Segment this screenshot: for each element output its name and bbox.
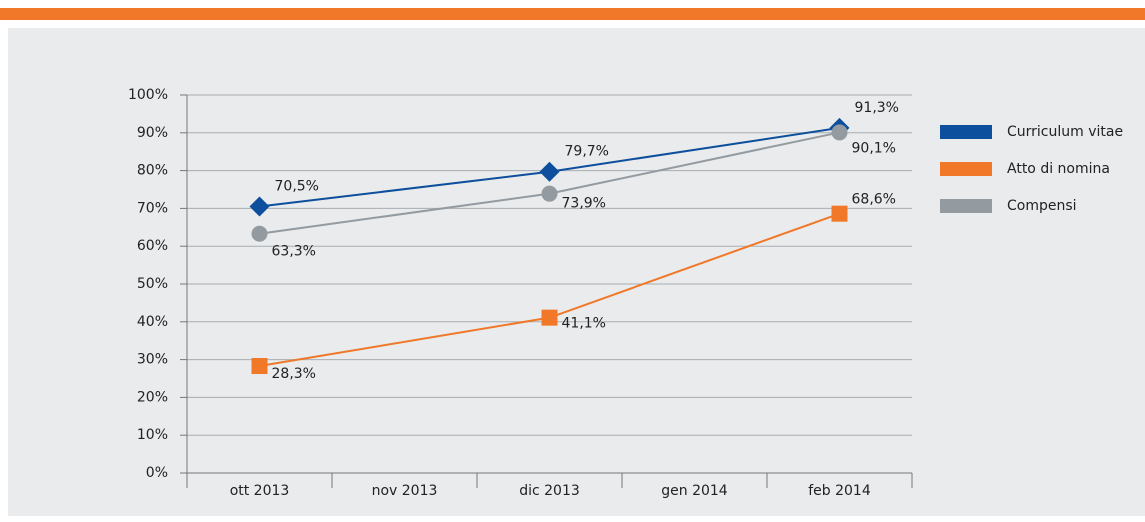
marker [541, 185, 558, 202]
legend-swatch [940, 199, 992, 213]
data-label: 73,9% [562, 196, 606, 212]
y-tick-label: 10% [137, 427, 168, 443]
data-label: 68,6% [852, 192, 896, 208]
y-tick-label: 40% [137, 314, 168, 330]
marker [831, 205, 848, 222]
legend-swatch [940, 162, 992, 176]
x-tick-label: nov 2013 [372, 483, 438, 499]
x-tick-label: feb 2014 [808, 483, 871, 499]
header-bar [0, 8, 1145, 20]
data-label: 63,3% [272, 244, 316, 260]
marker [541, 309, 558, 326]
y-tick-label: 0% [146, 465, 168, 481]
data-label: 91,3% [855, 100, 899, 116]
legend-swatch [940, 125, 992, 139]
marker [249, 196, 270, 217]
data-label: 90,1% [852, 140, 896, 156]
marker [539, 161, 560, 182]
y-tick-label: 70% [137, 200, 168, 216]
y-tick-label: 100% [128, 87, 168, 103]
marker [831, 124, 848, 141]
x-tick-label: dic 2013 [519, 483, 580, 499]
panel [8, 28, 1145, 516]
y-tick-label: 80% [137, 163, 168, 179]
data-label: 79,7% [565, 144, 609, 160]
legend-label: Compensi [1007, 198, 1077, 214]
y-tick-label: 60% [137, 238, 168, 254]
x-tick-label: ott 2013 [230, 483, 290, 499]
y-tick-label: 20% [137, 389, 168, 405]
x-tick-label: gen 2014 [661, 483, 728, 499]
marker [251, 358, 268, 375]
marker [251, 225, 268, 242]
data-label: 70,5% [275, 179, 319, 195]
y-tick-label: 30% [137, 352, 168, 368]
legend-label: Curriculum vitae [1007, 124, 1123, 140]
data-label: 41,1% [562, 316, 606, 332]
y-tick-label: 50% [137, 276, 168, 292]
data-label: 28,3% [272, 366, 316, 382]
legend-label: Atto di nomina [1007, 161, 1110, 177]
y-tick-label: 90% [137, 125, 168, 141]
